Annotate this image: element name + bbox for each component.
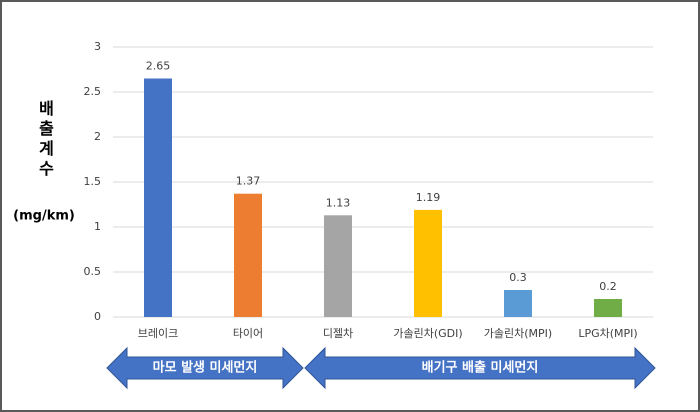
value-label: 2.65 xyxy=(146,60,171,73)
value-label: 1.19 xyxy=(416,191,441,204)
annotation: 마모 발생 미세먼지 xyxy=(153,360,258,376)
arrow xyxy=(304,346,656,390)
bar xyxy=(594,299,622,317)
x-tick-label: 브레이크 xyxy=(138,327,178,340)
bar xyxy=(324,215,352,317)
y-tick-label: 3 xyxy=(94,40,101,53)
x-tick-label: 가솔린차(GDI) xyxy=(393,327,462,340)
value-label: 1.37 xyxy=(236,175,261,188)
bar xyxy=(504,290,532,317)
annotation: 배기구 배출 미세먼지 xyxy=(422,360,539,376)
x-tick-label: 디젤차 xyxy=(323,327,353,340)
y-tick-label: 2.5 xyxy=(84,85,102,98)
y-tick-label: 1.5 xyxy=(84,175,102,188)
y-axis-unit: (mg/km) xyxy=(13,209,75,224)
bar xyxy=(414,209,442,317)
x-tick-label: 가솔린차(MPI) xyxy=(484,327,552,340)
y-tick-label: 1 xyxy=(94,220,101,233)
x-tick-label: 타이어 xyxy=(233,327,263,340)
y-axis-label: 배출계수 xyxy=(36,100,55,180)
bar xyxy=(234,193,262,317)
bar xyxy=(144,78,172,317)
value-label: 0.3 xyxy=(509,271,527,284)
value-label: 1.13 xyxy=(326,196,351,209)
y-tick-label: 0.5 xyxy=(84,265,102,278)
x-tick-label: LPG차(MPI) xyxy=(578,327,637,340)
y-tick-label: 2 xyxy=(94,130,101,143)
arrow xyxy=(106,346,304,390)
value-label: 0.2 xyxy=(599,280,617,293)
y-tick-label: 0 xyxy=(94,310,101,323)
